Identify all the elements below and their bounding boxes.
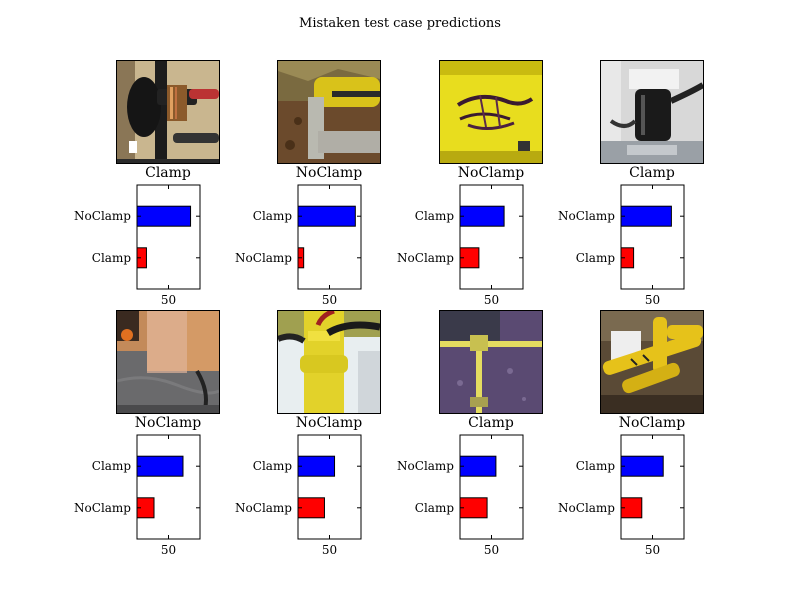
subplot-title-7: Clamp [468, 415, 514, 431]
xtick-label-2-0: 50 [322, 293, 337, 307]
ytick-label-4-top: NoClamp [558, 209, 615, 223]
ytick-label-4-bottom: Clamp [576, 251, 616, 265]
bar-6-top [297, 455, 336, 477]
axes-frame-6 [297, 434, 362, 540]
ytick-label-5-top: Clamp [92, 459, 132, 473]
ytick-label-3-top: Clamp [415, 209, 455, 223]
xtick-label-3-0: 50 [484, 293, 499, 307]
photo-7 [439, 310, 543, 414]
ytick-label-2-bottom: NoClamp [235, 251, 292, 265]
xtick-label-6-0: 50 [322, 543, 337, 557]
photo-yellow-pipe-with-marker [440, 61, 542, 163]
ytick-label-3-bottom: NoClamp [397, 251, 454, 265]
bar-5-bottom [136, 497, 155, 519]
xtick-label-4-0: 50 [645, 293, 660, 307]
ytick-label-7-top: NoClamp [397, 459, 454, 473]
ytick-label-5-bottom: NoClamp [74, 501, 131, 515]
bar-2-bottom [297, 247, 305, 269]
photo-yellow-pipe-in-dirt [278, 61, 380, 163]
photo-2 [277, 60, 381, 164]
photo-1 [116, 60, 220, 164]
photo-floor-with-orange-board [117, 311, 219, 413]
ytick-label-1-top: NoClamp [74, 209, 131, 223]
photo-yellow-pipe-on-purple-ground [440, 311, 542, 413]
photo-5 [116, 310, 220, 414]
bar-8-bottom [620, 497, 643, 519]
xtick-label-1-0: 50 [161, 293, 176, 307]
subplot-title-8: NoClamp [618, 415, 686, 431]
axes-frame-8 [620, 434, 685, 540]
axes-frame-3 [459, 184, 524, 290]
bar-4-top [620, 205, 672, 227]
axes-frame-1 [136, 184, 201, 290]
photo-yellow-pipes-in-excavation [601, 311, 703, 413]
photo-3 [439, 60, 543, 164]
subplot-title-5: NoClamp [134, 415, 202, 431]
photo-8 [600, 310, 704, 414]
photo-4 [600, 60, 704, 164]
ytick-label-2-top: Clamp [253, 209, 293, 223]
ytick-label-7-bottom: Clamp [415, 501, 455, 515]
bar-7-top [459, 455, 497, 477]
photo-yellow-pipe-with-black-hoses [278, 311, 380, 413]
subplot-title-6: NoClamp [295, 415, 363, 431]
bar-6-bottom [297, 497, 325, 519]
xtick-label-8-0: 50 [645, 543, 660, 557]
bar-3-bottom [459, 247, 480, 269]
ytick-label-6-top: Clamp [253, 459, 293, 473]
axes-frame-2 [297, 184, 362, 290]
bar-7-bottom [459, 497, 488, 519]
figure-title: Mistaken test case predictions [299, 16, 501, 31]
ytick-label-8-bottom: NoClamp [558, 501, 615, 515]
subplot-title-4: Clamp [629, 165, 675, 181]
bar-3-top [459, 205, 505, 227]
photo-white-coupling-with-black-fitting [601, 61, 703, 163]
subplot-title-1: Clamp [145, 165, 191, 181]
subplot-title-3: NoClamp [457, 165, 525, 181]
ytick-label-8-top: Clamp [576, 459, 616, 473]
bar-8-top [620, 455, 664, 477]
bar-1-top [136, 205, 192, 227]
bar-4-bottom [620, 247, 635, 269]
ytick-label-6-bottom: NoClamp [235, 501, 292, 515]
axes-frame-4 [620, 184, 685, 290]
xtick-label-7-0: 50 [484, 543, 499, 557]
ytick-label-1-bottom: Clamp [92, 251, 132, 265]
axes-frame-5 [136, 434, 201, 540]
xtick-label-5-0: 50 [161, 543, 176, 557]
photo-black-and-brown-pipe-fitting [117, 61, 219, 163]
bar-1-bottom [136, 247, 147, 269]
bar-2-top [297, 205, 356, 227]
bar-5-top [136, 455, 184, 477]
photo-6 [277, 310, 381, 414]
axes-frame-7 [459, 434, 524, 540]
subplot-title-2: NoClamp [295, 165, 363, 181]
